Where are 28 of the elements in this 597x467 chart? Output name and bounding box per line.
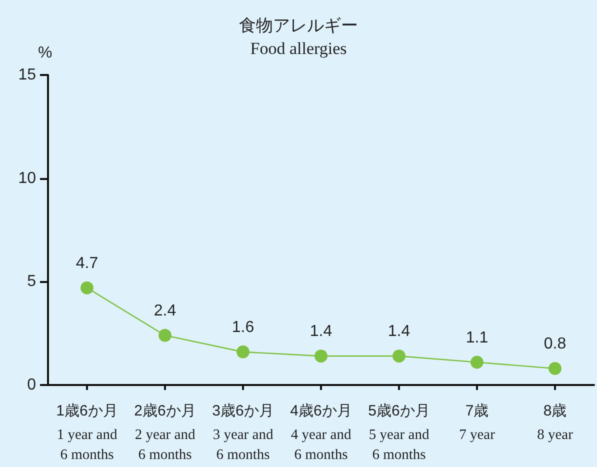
point bbox=[548, 362, 562, 375]
x-tick-label: 8歳 8 year bbox=[537, 402, 574, 443]
point bbox=[158, 328, 172, 342]
point bbox=[314, 350, 328, 363]
point bbox=[470, 356, 484, 369]
point bbox=[80, 281, 94, 294]
y-tick-label: 5 bbox=[27, 273, 36, 290]
x-tick-label: 2歳6か月 2 year and 6 months bbox=[134, 402, 196, 463]
y-axis-title: % bbox=[38, 44, 52, 62]
data-label: 1.6 bbox=[232, 318, 254, 336]
data-label: 0.8 bbox=[544, 335, 566, 352]
data-label: 4.7 bbox=[76, 254, 98, 272]
data-label: 1.4 bbox=[388, 323, 410, 340]
x-tick-label: 5歳6か月 5 year and 6 months bbox=[368, 402, 430, 463]
y-tick-label: 15 bbox=[18, 66, 36, 84]
data-label: 1.1 bbox=[466, 329, 488, 346]
data-label: 2.4 bbox=[154, 302, 176, 320]
x-tick-label: 1歳6か月 1 year and 6 months bbox=[56, 402, 118, 463]
y-tick-label: 0 bbox=[27, 376, 36, 394]
x-tick-label: 7歳 7 year bbox=[459, 402, 496, 443]
x-tick-label: 3歳6か月 3 year and 6 months bbox=[212, 402, 274, 463]
chart-subtitle: Food allergies bbox=[250, 39, 347, 58]
chart-title: 食物アレルギー bbox=[239, 16, 358, 35]
y-tick-label: 10 bbox=[18, 170, 36, 187]
point bbox=[392, 350, 406, 363]
x-tick-label: 4歳6か月 4 year and 6 months bbox=[290, 402, 352, 463]
data-label: 1.4 bbox=[310, 323, 332, 340]
point bbox=[236, 345, 250, 358]
